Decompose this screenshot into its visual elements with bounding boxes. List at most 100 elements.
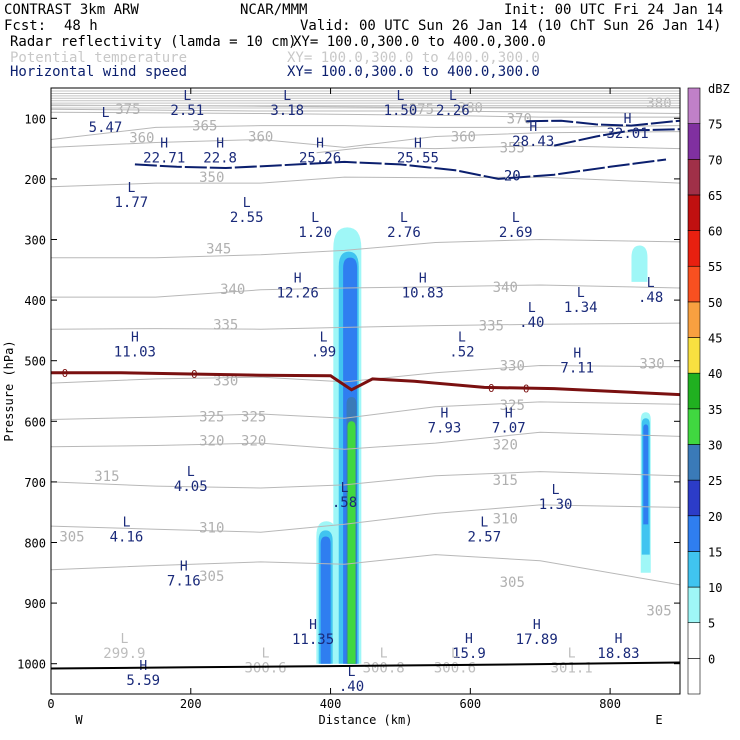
reflectivity-cell-8	[631, 245, 648, 282]
extremum-mark-15: L	[512, 211, 520, 226]
extremum-mark-11: L	[127, 181, 135, 196]
colorbar-segment-2	[687, 586, 701, 624]
east-label: E	[655, 713, 662, 727]
colorbar-unit: dBZ	[708, 82, 730, 96]
extremum-value-25: 7.93	[428, 421, 462, 437]
extremum-value-20: .40	[519, 315, 544, 331]
extremum-value-24: 7.11	[560, 361, 594, 377]
colorbar-label-50: 50	[708, 296, 722, 310]
extremum-value-38: 5.59	[126, 673, 160, 689]
colorbar-segment-6	[687, 444, 701, 481]
theta-label-315-0: 315	[94, 469, 119, 485]
extremum-value-29: 1.30	[539, 497, 573, 513]
extremum-mark-20: L	[528, 301, 536, 316]
extremum-mark-24: H	[573, 347, 581, 362]
extremum-mark-29: L	[552, 483, 560, 498]
extremum-value-16: 12.26	[277, 286, 319, 302]
colorbar-segment-5	[687, 479, 701, 517]
theta-contour-350	[50, 176, 681, 188]
extremum-value-15: 2.69	[499, 225, 533, 241]
chart-title: CONTRAST 3km ARW	[4, 2, 139, 18]
theta-label-320-2: 320	[493, 437, 518, 453]
colorbar-label-35: 35	[708, 403, 722, 417]
theta-label-345-0: 345	[206, 242, 231, 258]
extremum-value-27: 4.05	[174, 479, 208, 495]
extremum-mark-27: L	[187, 465, 195, 480]
zero-label-1: 0	[191, 368, 198, 381]
colorbar-segment-9	[687, 337, 701, 374]
colorbar-label-65: 65	[708, 189, 722, 203]
y-tick-label-600: 600	[24, 415, 46, 429]
reflectivity-cell-7	[320, 536, 331, 664]
theta-contour-325	[50, 401, 681, 420]
theta-label-335-1: 335	[479, 319, 504, 335]
y-tick-label-200: 200	[24, 173, 46, 187]
theta-label-360-1: 360	[248, 129, 273, 145]
extremum-mark-16: H	[294, 272, 302, 287]
extremum-value-10: 25.55	[397, 150, 439, 166]
extremum-value-9: 25.26	[299, 150, 341, 166]
wind-label-0-0: 20	[504, 168, 521, 184]
theta-label-350-0: 350	[199, 170, 224, 186]
y-tick-label-700: 700	[24, 476, 46, 490]
extremum-mark-41: L	[451, 647, 459, 662]
zero-line: 0 0 0 0	[51, 367, 681, 397]
theta-label-340-1: 340	[493, 280, 518, 296]
extremum-mark-35: H	[465, 632, 473, 647]
extremum-mark-18: L	[647, 276, 655, 291]
colorbar-label-15: 15	[708, 545, 722, 559]
y-tick-label-900: 900	[24, 597, 46, 611]
theta-label-355-0: 355	[500, 140, 525, 156]
zero-label-0: 0	[62, 367, 69, 380]
colorbar-label-70: 70	[708, 153, 722, 167]
extremum-mark-43: L	[348, 665, 356, 680]
extremum-mark-14: L	[400, 211, 408, 226]
field-2-name: Potential temperature	[10, 50, 188, 66]
extremum-mark-21: H	[131, 330, 139, 345]
x-tick-label-0: 0	[47, 697, 54, 711]
fcst-label: Fcst:	[4, 18, 47, 34]
extremum-value-6: 32.01	[607, 126, 649, 142]
colorbar-segment-4	[687, 515, 701, 552]
y-tick-label-300: 300	[24, 234, 46, 248]
colorbar-segment-7	[687, 408, 701, 445]
extremum-mark-32: H	[180, 559, 188, 574]
field-3-name: Horizontal wind speed	[10, 64, 188, 80]
extremum-value-36: 18.83	[597, 646, 639, 662]
reflectivity-layer	[51, 88, 680, 694]
theta-label-360-2: 360	[451, 129, 476, 145]
colorbar-segment-3	[687, 551, 701, 588]
extremum-mark-23: L	[458, 330, 466, 345]
extremum-value-21: 11.03	[114, 344, 156, 360]
theta-label-330-2: 330	[639, 357, 664, 373]
theta-contour-345	[51, 238, 681, 259]
extremum-mark-42: L	[568, 647, 576, 662]
x-tick-label-600: 600	[459, 697, 481, 711]
extremum-value-43: .40	[339, 679, 364, 695]
theta-label-360-0: 360	[129, 131, 154, 147]
colorbar-segment-14	[687, 158, 701, 196]
extremum-value-41: 300.6	[434, 661, 476, 677]
extremum-value-31: 2.57	[467, 530, 501, 546]
plot-frame	[50, 87, 681, 695]
theta-label-305-0: 305	[59, 529, 84, 545]
center-label: NCAR/MMM	[240, 2, 308, 18]
extremum-mark-5: H	[529, 120, 537, 135]
extremum-value-2: 1.50	[384, 103, 418, 119]
colorbar-segment-10	[687, 301, 701, 338]
extremum-value-0: 2.51	[170, 103, 204, 119]
theta-contour-330	[50, 364, 681, 384]
extremum-value-26: 7.07	[492, 421, 526, 437]
extremum-mark-30: L	[123, 516, 131, 531]
theta-contours: 305 305 305 305 310 310 315 315 320 320 320 325 325 3…	[50, 90, 681, 619]
theta-label-310-0: 310	[199, 520, 224, 536]
colorbar-segment-15	[687, 123, 701, 160]
extremum-value-13: 1.20	[298, 225, 332, 241]
extremum-value-23: .52	[449, 344, 474, 360]
extremum-value-40: 300.8	[363, 661, 405, 677]
colorbar-label-5: 5	[708, 617, 715, 631]
field-3-xy: XY= 100.0,300.0 to 400.0,300.0	[287, 64, 540, 80]
field-1-xy: XY= 100.0,300.0 to 400.0,300.0	[293, 34, 546, 50]
extremum-mark-2: L	[397, 89, 405, 104]
